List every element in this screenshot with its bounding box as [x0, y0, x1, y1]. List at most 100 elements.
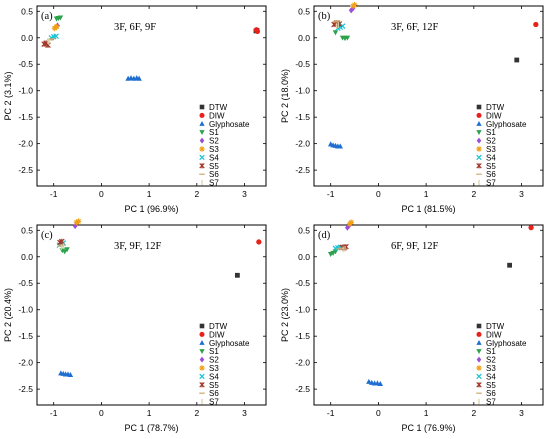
- legend-marker-s1: [199, 130, 205, 135]
- legend-marker-s5: [476, 163, 482, 169]
- x-axis-label: PC 1 (81.5%): [401, 204, 455, 214]
- point-s5: [343, 243, 349, 250]
- y-tick-label: -1.0: [18, 86, 33, 96]
- y-tick-label: -1.5: [295, 112, 310, 122]
- y-tick-label: -2.5: [18, 384, 33, 394]
- y-tick-label: 0.0: [21, 252, 33, 262]
- legend-label-dtw: DTW: [486, 103, 505, 112]
- legend-label-s6: S6: [209, 170, 219, 179]
- point-s3: [351, 2, 358, 8]
- legend-label-diw: DIW: [486, 330, 502, 339]
- feature-set-label: 3F, 6F, 12F: [391, 22, 438, 33]
- legend-marker-s3: [199, 365, 205, 371]
- legend-marker-s1: [476, 349, 482, 354]
- legend-label-s5: S5: [486, 162, 496, 171]
- legend-marker-s1: [476, 130, 482, 135]
- y-tick-label: 0.0: [298, 252, 310, 262]
- plot-frame: [313, 5, 544, 187]
- x-tick-label: -1: [50, 408, 58, 418]
- y-tick-label: -1.0: [295, 305, 310, 315]
- legend-label-s4: S4: [209, 153, 219, 162]
- point-s3: [348, 219, 355, 226]
- series-dtw: [514, 57, 520, 63]
- legend-label-glyphosate: Glyphosate: [486, 339, 527, 348]
- y-tick-label: -1.5: [18, 112, 33, 122]
- x-tick-label: -1: [327, 408, 335, 418]
- feature-set-label: 3F, 6F, 9F: [114, 22, 156, 33]
- series-diw: [533, 21, 539, 28]
- legend-marker-s2: [476, 356, 482, 363]
- y-tick-label: -2.5: [295, 165, 310, 175]
- legend-label-s3: S3: [209, 145, 219, 154]
- legend-label-glyphosate: Glyphosate: [209, 120, 250, 129]
- series-diw: [253, 27, 261, 35]
- legend-label-s4: S4: [486, 372, 496, 381]
- legend-label-s1: S1: [209, 128, 219, 137]
- point-glyphosate: [377, 380, 384, 386]
- series-dtw: [507, 262, 513, 268]
- y-tick-label: 0.5: [298, 225, 310, 235]
- x-tick-label: 0: [99, 189, 104, 199]
- legend-marker-s2: [199, 356, 205, 363]
- x-tick-label: 1: [147, 189, 152, 199]
- x-tick-label: 2: [471, 408, 476, 418]
- x-tick-label: 0: [376, 189, 381, 199]
- legend-label-s5: S5: [209, 162, 219, 171]
- point-s4: [339, 23, 346, 29]
- y-tick-label: -1.5: [18, 331, 33, 341]
- plot-frame: [313, 224, 544, 406]
- x-tick-label: 0: [376, 408, 381, 418]
- legend-label-glyphosate: Glyphosate: [486, 120, 527, 129]
- point-s1: [332, 30, 339, 36]
- x-tick-label: 1: [147, 408, 152, 418]
- x-axis-label: PC 1 (78.7%): [124, 423, 178, 433]
- series-s6: [332, 20, 341, 23]
- x-tick-label: -1: [327, 189, 335, 199]
- legend-marker-glyphosate: [476, 121, 482, 126]
- legend-label-diw: DIW: [486, 111, 502, 120]
- y-tick-label: 0.0: [298, 33, 310, 43]
- x-tick-label: 2: [194, 189, 199, 199]
- panel-label: (c): [41, 230, 53, 241]
- series-s3: [346, 219, 355, 227]
- legend-label-s3: S3: [486, 145, 496, 154]
- legend-label-diw: DIW: [209, 111, 225, 120]
- y-tick-label: -2.0: [295, 139, 310, 149]
- legend-marker-s5: [199, 382, 205, 388]
- y-tick-label: -1.5: [295, 331, 310, 341]
- legend-label-dtw: DTW: [209, 322, 228, 331]
- plot-frame: [36, 5, 267, 187]
- series-s5: [41, 40, 51, 49]
- legend-marker-s2: [476, 137, 482, 144]
- series-s1: [332, 30, 351, 42]
- legend-marker-s4: [476, 373, 482, 380]
- panel-label: (d): [318, 230, 331, 241]
- x-tick-label: 2: [471, 189, 476, 199]
- point-s1: [332, 249, 339, 255]
- point-diw: [533, 21, 539, 28]
- x-tick-label: 1: [424, 189, 429, 199]
- x-axis-label: PC 1 (96.9%): [124, 204, 178, 214]
- y-tick-label: -2.5: [295, 384, 310, 394]
- panel-4: 0.5 0.0 -0.5 -1.0 -1.5 -2.0 -2.5 -1 0 1 2 3 PC 1 (76…: [280, 219, 544, 433]
- y-tick-label: -0.5: [18, 278, 33, 288]
- y-tick-label: -2.0: [18, 358, 33, 368]
- series-dtw: [234, 272, 240, 278]
- series-s2: [344, 222, 352, 231]
- y-axis-label: PC 2 (20.4%): [3, 288, 13, 342]
- panel-3: 0.5 0.0 -0.5 -1.0 -1.5 -2.0 -2.5 -1 0 1 2 3 PC 1 (78…: [3, 218, 267, 433]
- y-tick-label: -1.0: [295, 86, 310, 96]
- point-dtw: [234, 272, 240, 278]
- y-tick-label: -2.0: [18, 139, 33, 149]
- point-diw: [254, 28, 261, 35]
- point-glyphosate: [67, 371, 74, 377]
- plot-frame: [36, 224, 267, 406]
- point-glyphosate: [337, 143, 343, 149]
- point-s4: [53, 33, 59, 40]
- y-tick-label: 0.5: [21, 6, 33, 16]
- series-diw: [256, 239, 262, 245]
- y-tick-label: -1.0: [18, 305, 33, 315]
- y-tick-label: -0.5: [295, 59, 310, 69]
